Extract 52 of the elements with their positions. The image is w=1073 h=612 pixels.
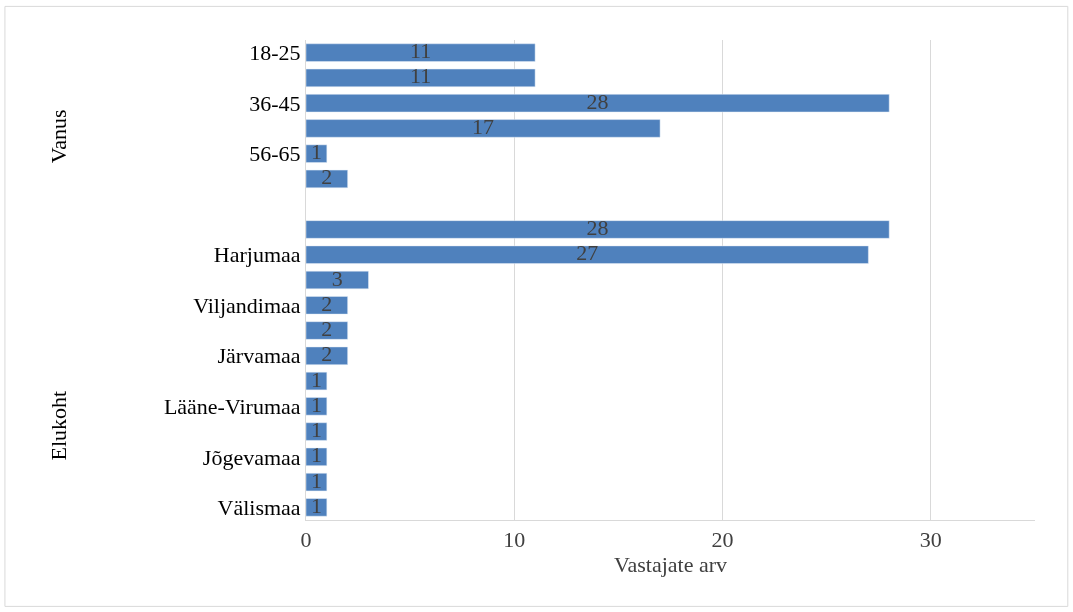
bar <box>306 68 536 87</box>
bar <box>306 270 369 290</box>
bar <box>306 498 328 517</box>
bar <box>306 169 348 189</box>
x-tick-label: 20 <box>711 527 734 553</box>
data-label: 1 <box>310 467 322 493</box>
data-label: 2 <box>321 316 333 342</box>
bar <box>306 245 869 264</box>
data-label: 2 <box>321 164 333 190</box>
x-axis-title: Vastajate arv <box>614 552 727 578</box>
y-tick-label: Viljandimaa <box>193 292 301 318</box>
data-label: 28 <box>586 88 609 114</box>
text: Elukoht <box>45 390 71 461</box>
data-label: 27 <box>576 240 599 266</box>
data-label: 1 <box>310 366 322 392</box>
y-tick-label: Jõgevamaa <box>202 444 301 470</box>
text: Vanus <box>45 109 71 164</box>
y-tick-label: 18-25 <box>249 40 301 66</box>
bar <box>306 296 348 315</box>
bar <box>306 371 328 391</box>
data-label: 1 <box>310 417 322 443</box>
data-label: 1 <box>310 391 322 417</box>
x-tick-label: 10 <box>503 527 526 553</box>
bar <box>306 397 328 416</box>
bar <box>306 321 348 340</box>
bar <box>306 119 661 138</box>
data-label: 1 <box>310 442 322 468</box>
data-label: 3 <box>331 265 343 291</box>
data-label: 11 <box>409 38 432 64</box>
bar <box>306 447 328 466</box>
bar <box>306 94 890 113</box>
y-tick-label: 36-45 <box>249 90 301 116</box>
bar <box>306 43 536 62</box>
data-label: 1 <box>310 139 322 165</box>
data-label: 2 <box>321 290 333 316</box>
data-label: 17 <box>472 113 495 139</box>
data-label: 28 <box>586 214 609 240</box>
y-tick-label: Välismaa <box>217 495 301 521</box>
bar <box>306 144 328 163</box>
y-tick-label: 56-65 <box>249 141 301 167</box>
bar <box>306 220 890 239</box>
data-label: 11 <box>409 63 432 89</box>
bar <box>306 473 328 492</box>
y-tick-label: Järvamaa <box>217 343 301 369</box>
y-tick-label: Harjumaa <box>213 242 301 268</box>
bar <box>306 346 348 365</box>
y-tick-label: Lääne-Virumaa <box>163 394 301 420</box>
bar <box>306 422 328 441</box>
data-label: 1 <box>310 492 322 518</box>
data-label: 2 <box>321 341 333 367</box>
x-tick-label: 0 <box>300 527 312 553</box>
x-tick-label: 30 <box>919 527 942 553</box>
